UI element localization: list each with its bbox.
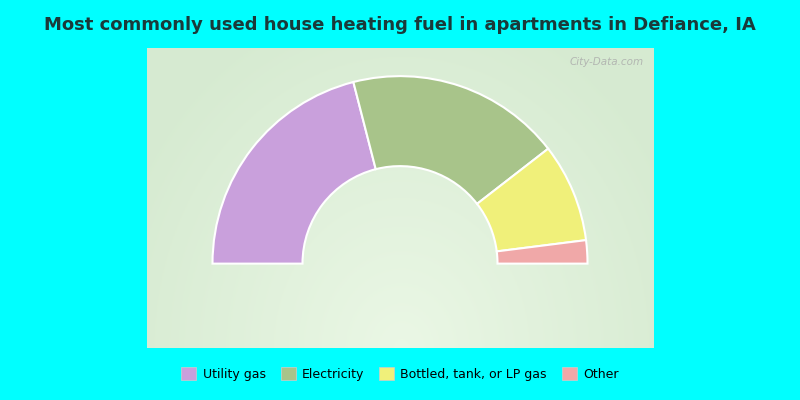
Wedge shape: [477, 149, 586, 252]
Text: City-Data.com: City-Data.com: [570, 57, 644, 67]
Text: Most commonly used house heating fuel in apartments in Defiance, IA: Most commonly used house heating fuel in…: [44, 16, 756, 34]
Legend: Utility gas, Electricity, Bottled, tank, or LP gas, Other: Utility gas, Electricity, Bottled, tank,…: [176, 362, 624, 386]
Wedge shape: [497, 240, 587, 264]
Wedge shape: [354, 76, 548, 204]
Wedge shape: [213, 82, 376, 264]
